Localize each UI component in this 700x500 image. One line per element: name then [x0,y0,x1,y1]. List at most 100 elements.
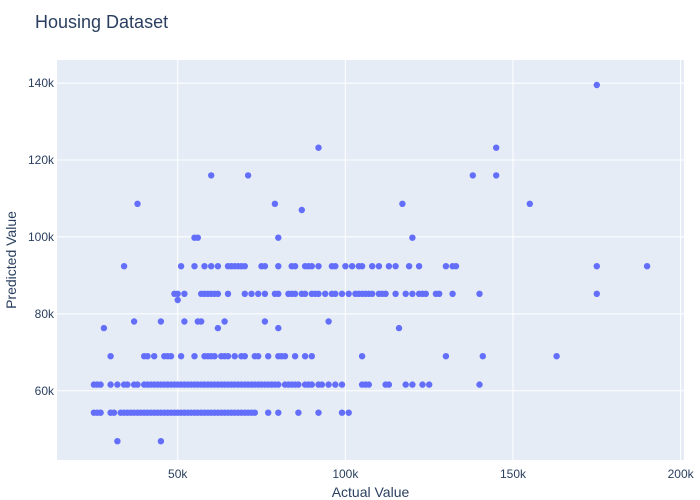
data-point [255,353,262,360]
data-point [291,263,299,270]
data-point [191,263,198,270]
data-point [399,200,406,207]
data-point [436,290,443,297]
data-point [318,381,326,388]
data-point [382,290,389,297]
data-point [375,263,383,270]
data-point [392,263,399,270]
data-point [241,263,248,270]
data-point [265,409,272,416]
data-point [452,263,460,270]
data-point [261,290,269,297]
data-point [385,263,393,270]
x-axis-ticks: 50k 100k 150k 200k [168,467,695,481]
data-point [325,318,332,325]
data-point [593,290,600,297]
data-point [134,200,141,207]
data-point [415,263,423,270]
y-tick-label: 100k [28,230,55,244]
data-points [90,81,651,445]
y-axis-title: Predicted Value [3,211,19,309]
x-axis-title: Actual Value [332,484,410,500]
data-point [174,296,181,304]
data-point [248,290,255,297]
y-tick-label: 140k [28,76,55,90]
data-point [97,381,104,388]
data-point [177,353,185,360]
data-point [157,438,165,445]
y-tick-label: 60k [35,384,55,398]
data-point [409,234,416,241]
data-point [181,318,188,325]
data-point [191,353,198,360]
x-tick-label: 100k [332,467,359,481]
data-point [208,263,215,270]
data-point [332,263,339,270]
data-point [526,200,533,207]
data-point [177,263,185,270]
data-point [493,144,500,151]
data-point [134,381,141,388]
data-point [643,263,651,270]
data-point [291,353,299,360]
data-point [110,409,118,416]
data-point [291,290,299,297]
data-point [409,290,416,297]
data-point [345,290,352,297]
data-point [395,324,403,332]
data-point [338,409,346,416]
data-point [275,381,282,388]
data-point [469,172,476,179]
data-point [369,290,376,297]
data-point [422,290,429,297]
data-point [409,381,416,388]
data-point [315,263,322,270]
data-point [358,353,366,360]
data-point [476,290,483,297]
x-tick-label: 150k [500,467,527,481]
data-point [107,381,114,388]
data-point [369,263,376,270]
data-point [493,172,500,179]
data-point [167,353,175,360]
data-point [211,353,218,360]
data-point [275,234,282,241]
data-point [301,290,309,297]
data-point [151,353,158,360]
data-point [298,206,305,214]
data-point [315,144,322,151]
x-tick-label: 200k [668,467,695,481]
data-point [385,381,393,388]
data-point [251,409,258,416]
data-point [271,200,279,207]
data-point [405,263,413,270]
data-point [275,290,282,297]
data-point [392,290,399,297]
data-point [221,318,228,325]
data-point [402,290,409,297]
data-point [301,353,309,360]
data-point [261,318,269,325]
data-point [224,290,232,297]
data-point [281,353,289,360]
data-point [449,290,456,297]
y-tick-label: 120k [28,153,55,167]
data-point [208,172,215,179]
data-point [214,263,222,270]
data-point [553,353,560,360]
data-point [348,263,356,270]
data-point [402,381,409,388]
data-point [325,381,332,388]
data-point [114,438,121,445]
data-point [198,318,205,325]
data-point [338,381,346,388]
data-point [255,290,262,297]
data-point [315,290,322,297]
data-point [130,318,138,325]
data-point [295,409,302,416]
data-point [241,290,248,297]
chart-title: Housing Dataset [35,12,169,32]
data-point [593,81,600,89]
y-tick-label: 80k [35,307,55,321]
data-point [593,263,600,270]
